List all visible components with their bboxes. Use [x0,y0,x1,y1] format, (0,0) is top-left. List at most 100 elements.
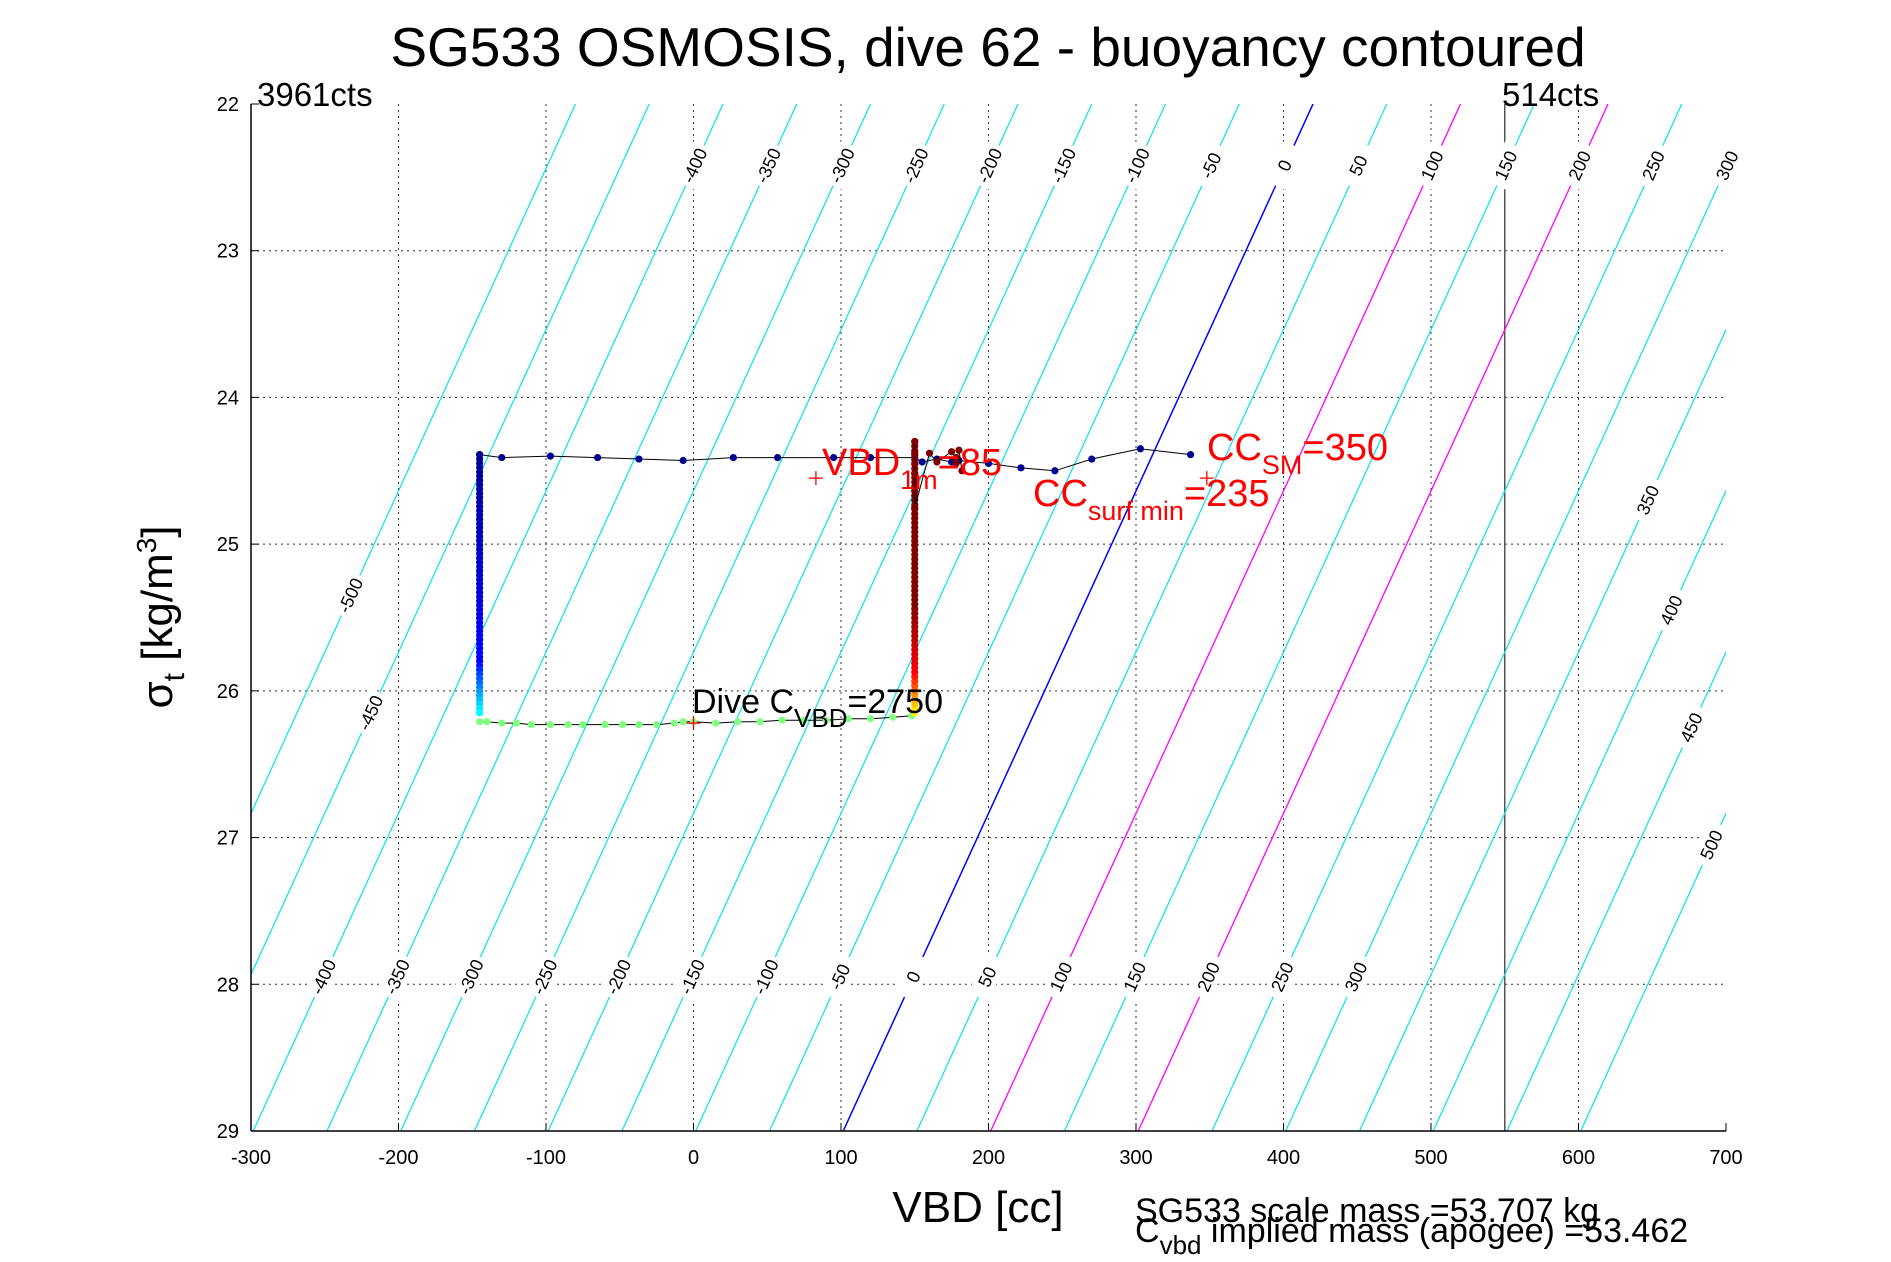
contour-label-bg [747,952,786,1002]
contour-label: 500 [1692,820,1731,870]
contour-label: -300 [452,952,491,1002]
data-point [1088,455,1096,463]
data-point [911,437,919,446]
contour-label-bg [452,952,491,1002]
data-point [866,453,875,462]
contour-line [251,104,577,815]
contour-line [1358,328,1726,1131]
data-point [619,721,627,729]
data-point [527,721,535,729]
grid [251,104,1726,1132]
data-point [635,721,643,729]
data-point [984,459,993,468]
data-point [601,721,609,729]
data-point [1136,445,1145,453]
contour-label-bg [749,141,788,191]
dive-trace [476,437,1195,729]
cc-sm-main: CC [1207,427,1262,469]
contour-label: 400 [1652,585,1691,635]
marker-cc-surf-min [1199,471,1214,486]
x-tick-label: 300 [1119,1147,1152,1169]
data-point [512,719,521,727]
contour-label-bg [351,688,390,738]
contour-line [1580,811,1726,1131]
data-point [948,448,956,456]
dive-cvbd-annotation: Dive CVBD=2750 [692,683,943,733]
data-point [844,715,852,723]
contour-label: -200 [599,952,638,1002]
chart-title: SG533 OSMOSIS, dive 62 - buoyancy contou… [390,16,1585,78]
contour-label: 200 [1189,952,1228,1002]
contour-label: -400 [304,952,343,1002]
vbd-1m-annotation: VBD1m=85 [822,442,1002,495]
contour-label-bg [823,141,862,191]
contour-label: -150 [1044,141,1083,191]
contour-label: 350 [1628,475,1668,525]
contour-label-bg [1042,952,1081,1002]
contour-label-bg [1044,141,1083,191]
data-point [679,718,687,726]
data-point [712,719,720,727]
scale-mass-text: SG533 scale mass =53.707 kg [1135,1192,1599,1230]
contour-label-bg [378,952,417,1002]
data-point [476,709,484,717]
y-tick-label: 22 [217,94,239,116]
data-point [925,449,934,457]
top-left-count: 3961cts [257,76,373,113]
contour-label-bg [894,952,933,1002]
data-point [653,721,661,729]
contour-label: -250 [525,952,565,1002]
contour-line [251,104,650,977]
contour-label-bg [304,952,343,1002]
cc-surf-min-sub: surf min [1088,496,1184,526]
contour-label-bg [1634,141,1673,191]
marker-dive-cvbd [686,716,701,731]
contour-label: 150 [1115,952,1155,1002]
data-point [800,716,808,724]
dive-cvbd-main: Dive C [692,683,794,721]
data-point [822,716,830,724]
contour-label-bg [1628,475,1668,525]
data-point [911,503,919,512]
implied-mass-main: C [1135,1212,1160,1250]
x-tick-label: -300 [231,1147,271,1169]
contour-label: 250 [1634,141,1673,191]
cc-surf-min-main: CC [1033,473,1088,515]
data-point [830,453,838,462]
dive-cvbd-value: =2750 [848,683,944,721]
data-point [952,459,960,468]
y-axis-label-close: ] [133,525,182,537]
x-tick-label: -100 [526,1147,566,1169]
contour-label: 0 [1265,141,1304,191]
contour-label-bg [896,141,936,191]
contour-label-bg [1708,141,1747,191]
y-axis-label: σt [kg/m3] [131,525,191,708]
cc-surf-min-value: =235 [1184,473,1270,515]
data-point [546,452,555,460]
data-point [579,721,587,729]
y-axis-label-main: σ [133,681,182,708]
contour-label-bg [820,952,860,1002]
x-tick-label: 200 [972,1147,1005,1169]
contour-label: 100 [1413,141,1452,191]
contour-label: 450 [1672,702,1711,753]
data-point [778,716,786,724]
contour-label-bg [1692,820,1731,870]
data-point [498,453,506,462]
contour-label-bg [1672,702,1711,753]
data-point [918,458,926,466]
x-tick-label: 0 [688,1147,699,1169]
data-point [952,453,960,462]
contour-label: -350 [378,952,417,1002]
contour-line [1506,650,1726,1131]
data-point [483,718,491,726]
contour-label-bg [1265,141,1304,191]
contour-label-bg [1191,141,1231,191]
contour-label-bg [331,570,370,621]
y-tick-label: 26 [217,681,239,703]
contour-label: -450 [351,688,390,738]
x-tick-label: 400 [1267,1147,1300,1169]
contour-label-bg [970,141,1009,191]
contour-label-bg [1337,952,1376,1002]
